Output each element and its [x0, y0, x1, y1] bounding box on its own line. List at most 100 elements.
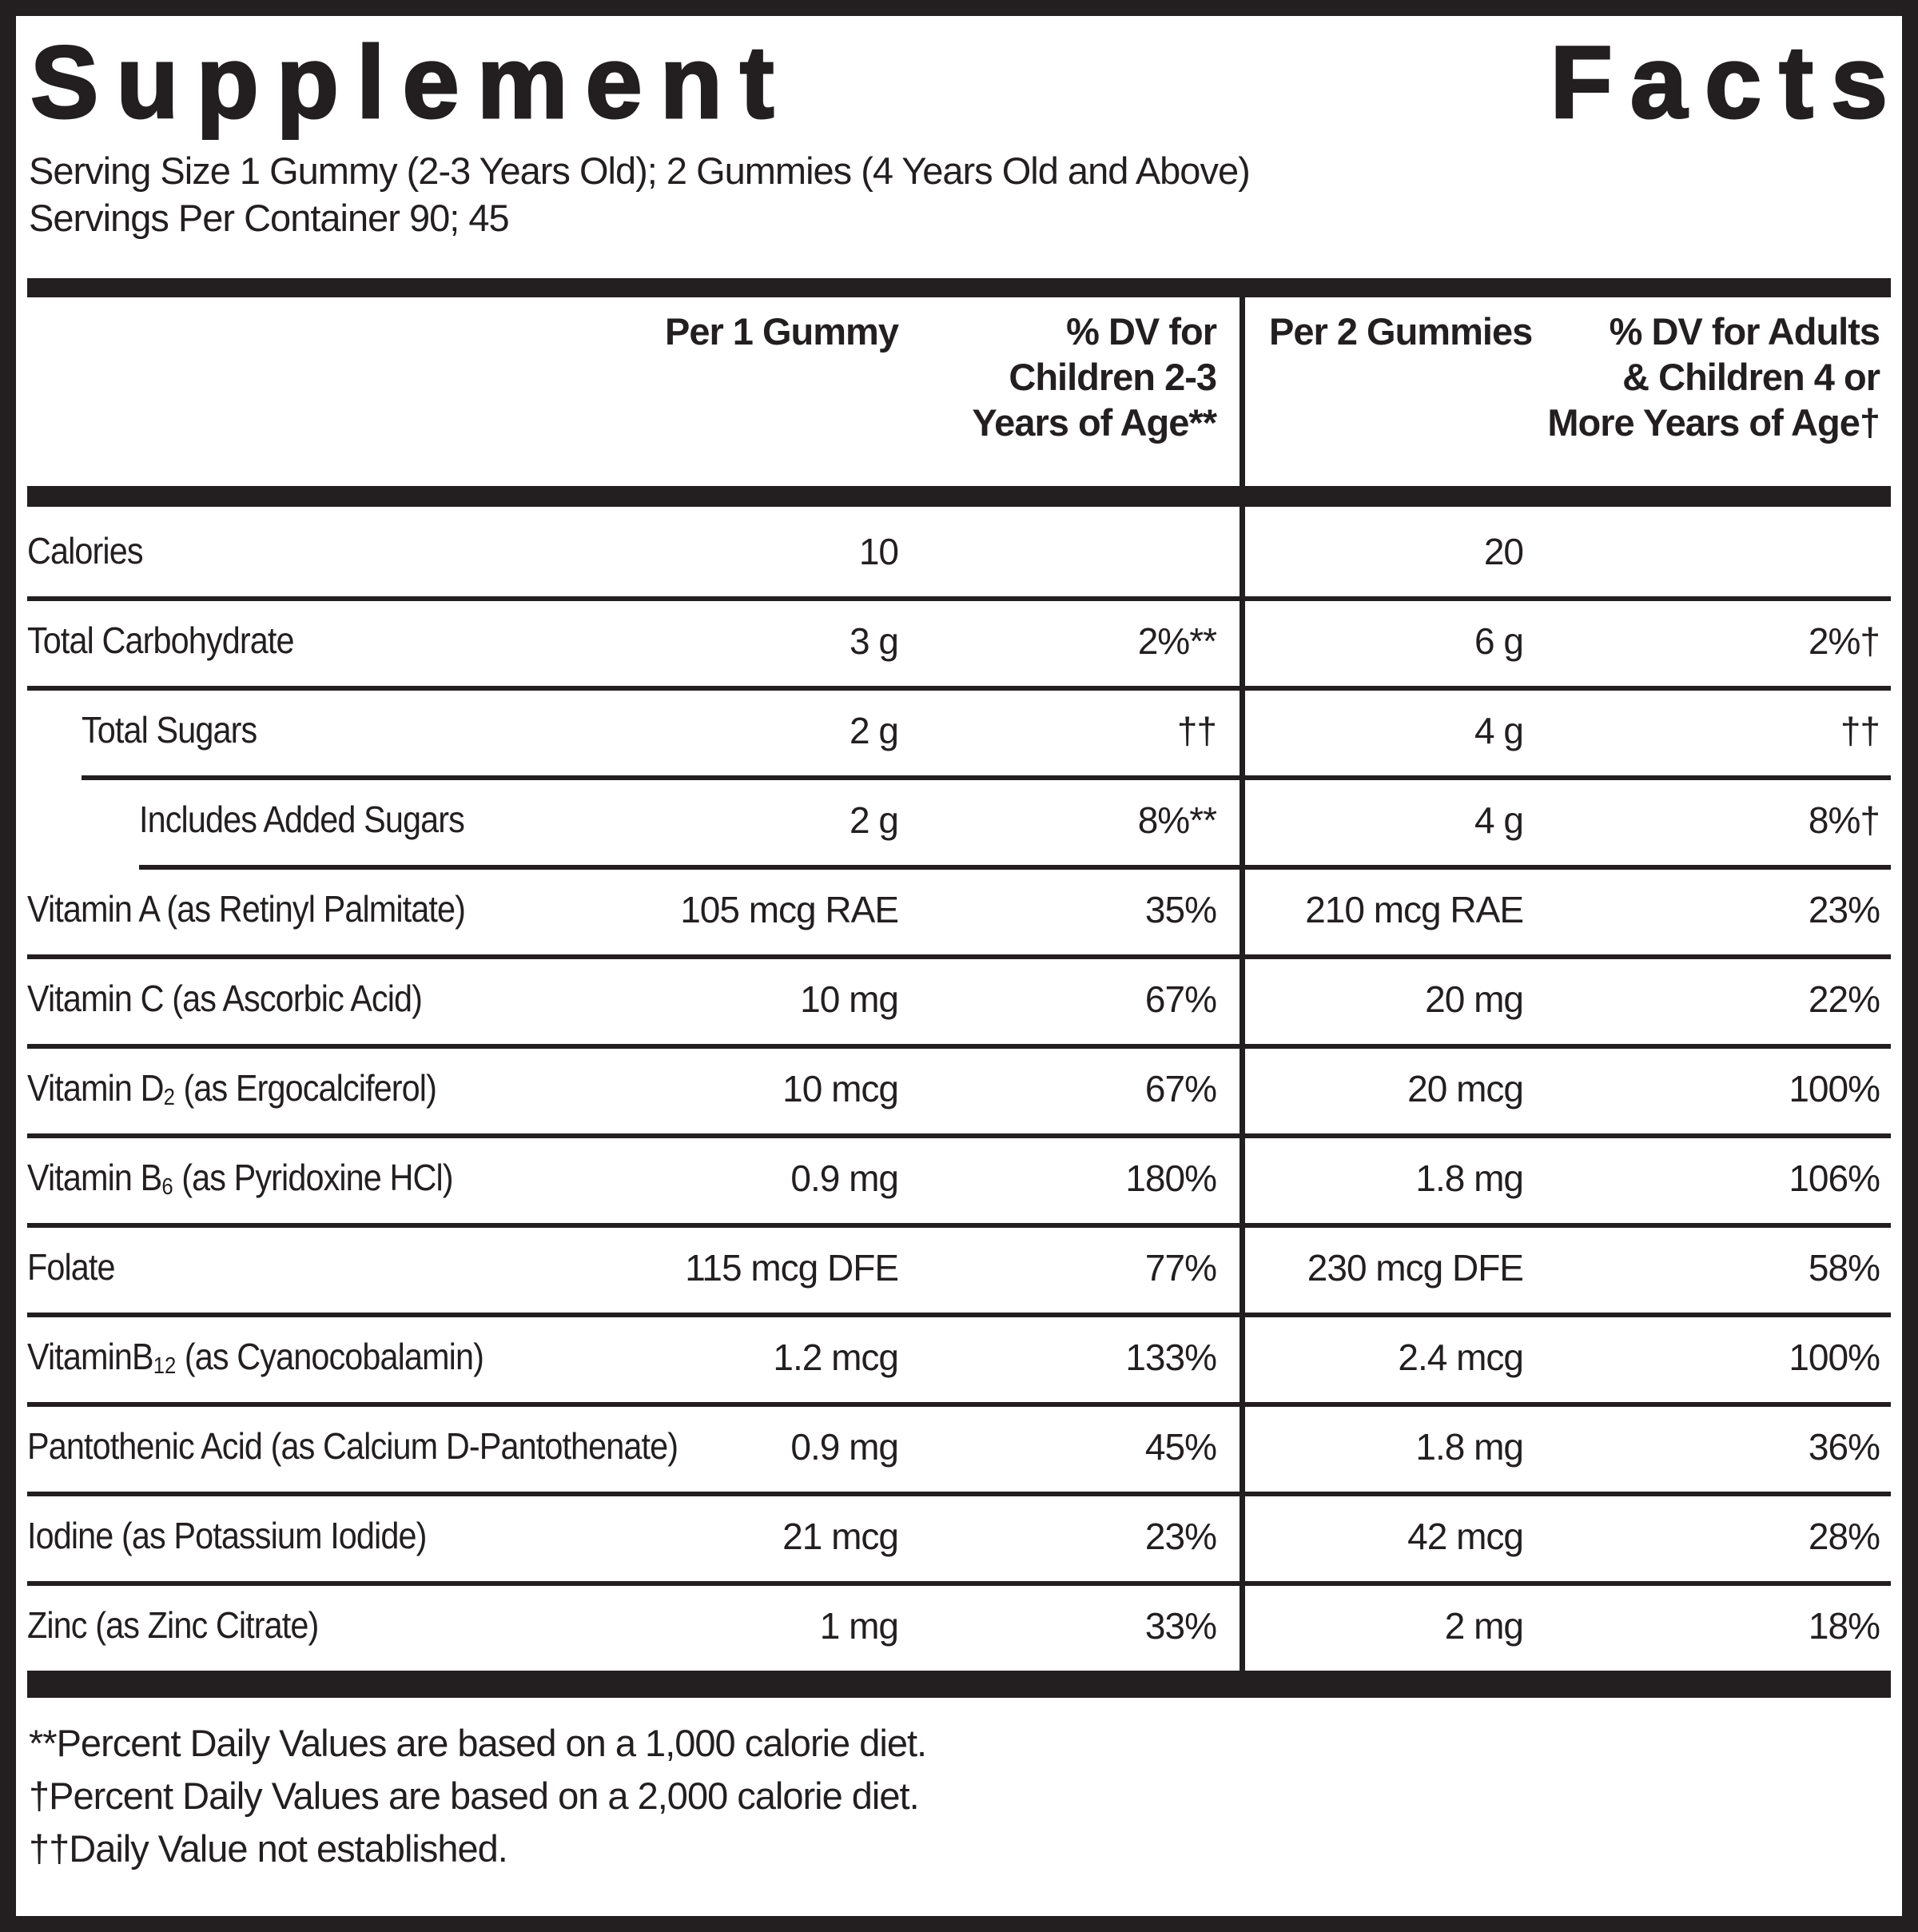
- footnotes: **Percent Daily Values are based on a 1,…: [29, 1717, 1889, 1875]
- row-separator: [27, 1223, 1891, 1228]
- per-2-gummies-amount: 20 mg: [1425, 978, 1524, 1020]
- nutrient-name: VitaminB12 (as Cyanocobalamin): [27, 1335, 484, 1380]
- nutrient-name: Zinc (as Zinc Citrate): [27, 1603, 319, 1646]
- children-dv: 35%: [1144, 889, 1217, 930]
- label-title: Supplement Facts: [30, 26, 1889, 140]
- header-per-1-gummy: Per 1 Gummy: [664, 310, 899, 353]
- serving-info: Serving Size 1 Gummy (2-3 Years Old); 2 …: [29, 147, 1889, 241]
- row-separator: [27, 1044, 1891, 1049]
- nutrient-subscript: 2: [163, 1085, 175, 1111]
- per-2-gummies-amount: 2 mg: [1444, 1605, 1524, 1647]
- children-dv: 23%: [1144, 1516, 1217, 1557]
- per-1-gummy-amount: 3 g: [850, 620, 899, 662]
- per-1-gummy-amount: 10 mg: [800, 978, 899, 1020]
- adults-dv: 100%: [1789, 1068, 1880, 1109]
- per-2-gummies-amount: 210 mcg RAE: [1305, 889, 1524, 930]
- nutrient-name: Folate: [27, 1245, 116, 1288]
- nutrient-subscript: 12: [153, 1353, 177, 1380]
- nutrient-rows: Calories 10 20 Total Carbohydrate 3 g 2%…: [27, 507, 1891, 1671]
- row-separator: [27, 1581, 1891, 1586]
- row-vitamin-b12: VitaminB12 (as Cyanocobalamin) 1.2 mcg 1…: [27, 1313, 1891, 1402]
- row-separator: [139, 865, 1891, 870]
- serving-size-line: Serving Size 1 Gummy (2-3 Years Old); 2 …: [29, 149, 1251, 192]
- per-2-gummies-amount: 1.8 mg: [1415, 1426, 1524, 1468]
- per-1-gummy-amount: 0.9 mg: [790, 1426, 899, 1468]
- row-separator: [27, 1133, 1891, 1138]
- row-includes-added-sugars: Includes Added Sugars 2 g 8%** 4 g 8%†: [27, 775, 1891, 865]
- children-dv: 45%: [1144, 1426, 1217, 1468]
- adults-dv: 106%: [1789, 1157, 1880, 1199]
- nutrient-name: Pantothenic Acid (as Calcium D-Pantothen…: [27, 1424, 678, 1467]
- row-calories: Calories 10 20: [27, 507, 1891, 596]
- children-dv: 77%: [1144, 1247, 1217, 1289]
- row-separator: [27, 1313, 1891, 1317]
- per-1-gummy-amount: 2 g: [850, 710, 899, 751]
- per-1-gummy-amount: 1.2 mcg: [773, 1336, 899, 1378]
- per-2-gummies-amount: 20: [1483, 531, 1524, 572]
- thick-divider-bottom: [27, 1671, 1891, 1698]
- children-dv: 2%**: [1137, 620, 1217, 662]
- header-dv-children: % DV for Children 2-3 Years of Age**: [972, 310, 1217, 444]
- adults-dv: 18%: [1808, 1605, 1880, 1647]
- row-separator: [27, 596, 1891, 601]
- row-zinc: Zinc (as Zinc Citrate) 1 mg 33% 2 mg 18%: [27, 1581, 1891, 1671]
- per-2-gummies-amount: 230 mcg DFE: [1307, 1247, 1524, 1289]
- title-word-facts: Facts: [1549, 26, 1905, 140]
- per-1-gummy-amount: 105 mcg RAE: [680, 889, 899, 930]
- nutrient-name: Calories: [27, 529, 144, 572]
- row-vitamin-c: Vitamin C (as Ascorbic Acid) 10 mg 67% 2…: [27, 954, 1891, 1044]
- row-total-carbohydrate: Total Carbohydrate 3 g 2%** 6 g 2%†: [27, 596, 1891, 686]
- per-1-gummy-amount: 10: [858, 531, 899, 572]
- nutrient-name: Vitamin D2 (as Ergocalciferol): [27, 1066, 437, 1111]
- footnote-adults-diet: †Percent Daily Values are based on a 2,0…: [29, 1775, 920, 1817]
- children-dv: 67%: [1144, 1068, 1217, 1109]
- row-separator: [27, 686, 1891, 691]
- nutrient-name: Total Carbohydrate: [27, 619, 295, 661]
- nutrition-table: Per 1 Gummy % DV for Children 2-3 Years …: [27, 297, 1891, 1698]
- table-header-row: Per 1 Gummy % DV for Children 2-3 Years …: [27, 297, 1891, 486]
- children-dv: 67%: [1144, 978, 1217, 1020]
- nutrient-subscript: 6: [161, 1174, 173, 1201]
- nutrient-name: Iodine (as Potassium Iodide): [27, 1514, 427, 1556]
- per-2-gummies-amount: 42 mcg: [1407, 1516, 1524, 1557]
- thick-divider-top: [27, 278, 1891, 297]
- adults-dv: 58%: [1808, 1247, 1880, 1289]
- nutrient-name: Vitamin C (as Ascorbic Acid): [27, 977, 423, 1019]
- footnote-children-diet: **Percent Daily Values are based on a 1,…: [29, 1722, 927, 1764]
- adults-dv: 8%†: [1808, 799, 1880, 841]
- per-1-gummy-amount: 21 mcg: [782, 1516, 899, 1557]
- servings-per-container-line: Servings Per Container 90; 45: [29, 197, 510, 239]
- per-2-gummies-amount: 4 g: [1474, 710, 1524, 751]
- per-1-gummy-amount: 115 mcg DFE: [685, 1247, 899, 1289]
- per-2-gummies-amount: 2.4 mcg: [1398, 1336, 1524, 1378]
- adults-dv: ††: [1840, 710, 1880, 751]
- adults-dv: 100%: [1789, 1336, 1880, 1378]
- per-2-gummies-amount: 6 g: [1474, 620, 1524, 662]
- title-word-supplement: Supplement: [30, 26, 792, 140]
- row-pantothenic-acid: Pantothenic Acid (as Calcium D-Pantothen…: [27, 1402, 1891, 1492]
- row-iodine: Iodine (as Potassium Iodide) 21 mcg 23% …: [27, 1492, 1891, 1581]
- per-2-gummies-amount: 1.8 mg: [1415, 1157, 1524, 1199]
- row-folate: Folate 115 mcg DFE 77% 230 mcg DFE 58%: [27, 1223, 1891, 1313]
- per-1-gummy-amount: 10 mcg: [782, 1068, 899, 1109]
- row-total-sugars: Total Sugars 2 g †† 4 g ††: [27, 686, 1891, 775]
- header-per-2-gummies: Per 2 Gummies: [1269, 310, 1533, 353]
- header-dv-adults: % DV for Adults & Children 4 or More Yea…: [1547, 310, 1880, 444]
- children-dv: 33%: [1144, 1605, 1217, 1647]
- children-dv: 133%: [1125, 1336, 1217, 1378]
- children-dv: ††: [1176, 710, 1217, 751]
- nutrient-name: Includes Added Sugars: [139, 798, 465, 840]
- nutrient-name: Vitamin B6 (as Pyridoxine HCl): [27, 1156, 454, 1201]
- row-vitamin-b6: Vitamin B6 (as Pyridoxine HCl) 0.9 mg 18…: [27, 1133, 1891, 1223]
- adults-dv: 36%: [1808, 1426, 1880, 1468]
- row-separator: [82, 775, 1891, 780]
- per-2-gummies-amount: 20 mcg: [1407, 1068, 1524, 1109]
- row-vitamin-d2: Vitamin D2 (as Ergocalciferol) 10 mcg 67…: [27, 1044, 1891, 1133]
- row-separator: [27, 1402, 1891, 1407]
- nutrient-name: Vitamin A (as Retinyl Palmitate): [27, 887, 466, 930]
- footnote-dv-not-established: ††Daily Value not established.: [29, 1827, 508, 1870]
- adults-dv: 28%: [1808, 1516, 1880, 1557]
- per-1-gummy-amount: 1 mg: [819, 1605, 899, 1647]
- nutrient-name: Total Sugars: [82, 708, 257, 751]
